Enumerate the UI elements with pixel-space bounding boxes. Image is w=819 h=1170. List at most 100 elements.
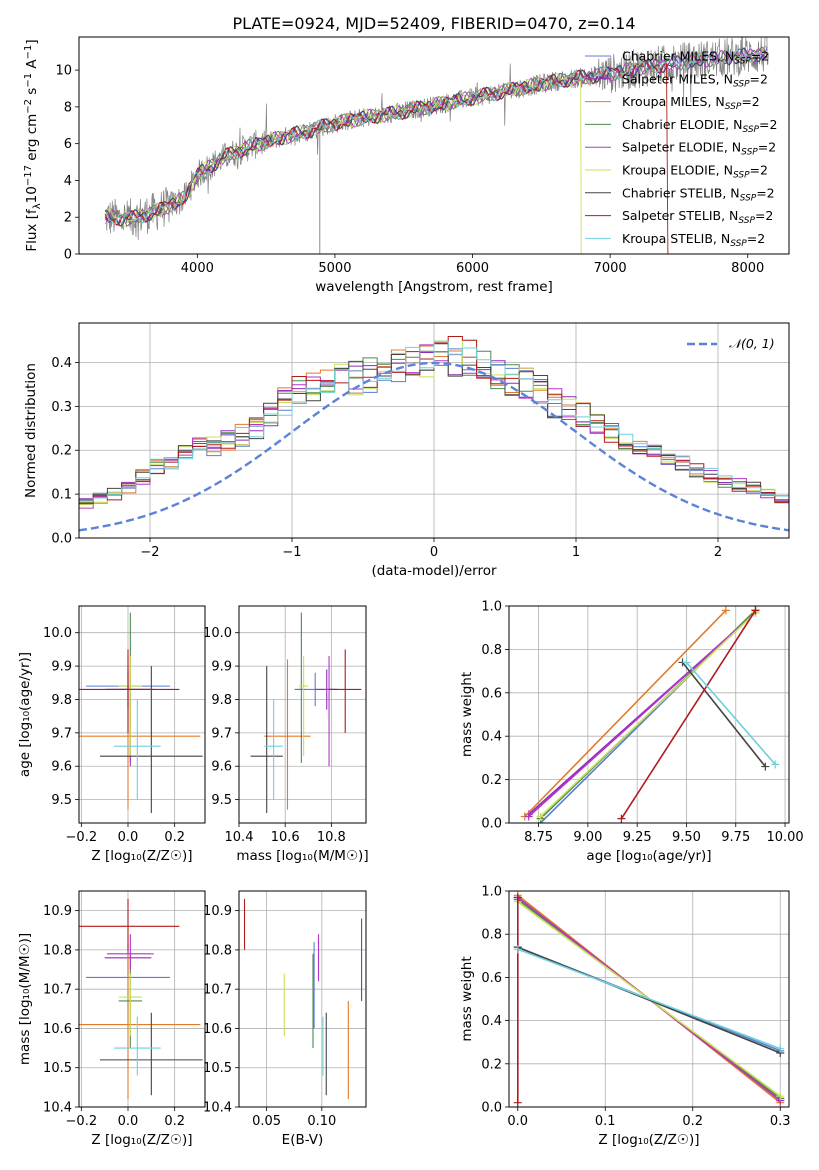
axes-frame (508, 605, 790, 824)
y-tick-label: 0.0 (481, 1101, 502, 1116)
weight-point-marker (513, 893, 522, 902)
legend-suffix: =2 (741, 94, 759, 109)
weight-series-kroupa-stelib (682, 658, 780, 769)
y-tick-label: 10.5 (203, 1061, 232, 1076)
y-axis-label: Normed distribution (23, 363, 39, 498)
weight-line (524, 609, 727, 818)
x-tick-label: 0.05 (252, 1114, 281, 1129)
y-tick-label: 10.7 (203, 983, 232, 998)
label-part: λ (32, 203, 43, 209)
y-tick-label: 9.5 (211, 793, 232, 808)
weight-point-marker (771, 760, 780, 769)
x-tick-label: 0.1 (595, 1114, 616, 1129)
y-tick-label: 10.4 (203, 1101, 232, 1116)
legend-suffix: =2 (750, 163, 768, 178)
x-tick-label: 9.00 (573, 830, 602, 845)
legend-entry: Chabrier STELIB, NSSP=2 (622, 185, 775, 203)
x-axis-label: mass [log₁₀(M/M☉)] (236, 848, 368, 864)
panel-age-vs-Z: −0.2 0.0 0.2 9.5 9.6 9.7 9.8 9.9 10.0 Z [log₁₀(Z/… (17, 605, 206, 864)
errorbar-chabrier-stelib (250, 666, 283, 813)
x-axis-label: E(B-V) (282, 1132, 324, 1148)
panel-mass-vs-Z: −0.2 0.0 0.2 10.4 10.5 10.6 10.7 10.8 10.9 Z [log… (17, 890, 206, 1148)
x-tick-label: −0.2 (66, 830, 98, 845)
legend-entry: Salpeter STELIB, NSSP=2 (622, 208, 773, 226)
y-tick-label: 10.6 (43, 1022, 72, 1037)
x-tick-label: 9.50 (672, 830, 701, 845)
legend-entry: Kroupa MILES, NSSP=2 (622, 94, 760, 112)
histogram-chabrier-elodie (79, 350, 789, 512)
y-tick-label: 9.8 (51, 693, 72, 708)
errorbar-kroupa-stelib (114, 1016, 161, 1076)
x-tick-label: 6000 (456, 261, 489, 276)
legend-entry: Chabrier ELODIE, NSSP=2 (622, 117, 777, 135)
x-tick-label: 0.2 (164, 1114, 185, 1129)
panel-age-vs-mass: 10.4 10.6 10.8 9.5 9.6 9.7 9.8 9.9 10.0 mass [log… (203, 605, 369, 864)
weight-point-marker (761, 762, 770, 771)
axes-frame (238, 890, 367, 1108)
model-spectrum-chabrier-stelib (104, 47, 768, 227)
legend-suffix: =2 (751, 49, 769, 64)
legend-subscript: SSP (734, 57, 751, 67)
panel-weight-vs-Z: 0.0 0.1 0.2 0.3 0.0 0.2 0.4 0.6 0.8 1.0 Z [log₁₀(Z… (459, 885, 791, 1149)
y-tick-label: 0.2 (481, 773, 502, 788)
y-axis-label: mass weight (459, 956, 475, 1041)
y-tick-label: 0.2 (51, 444, 72, 459)
legend-suffix: =2 (747, 231, 765, 246)
weight-point-marker (721, 606, 730, 615)
x-tick-label: 0.2 (682, 1114, 703, 1129)
legend-entry: Chabrier MILES, NSSP=2 (622, 49, 769, 67)
legend-subscript: SSP (730, 239, 747, 249)
x-axis-label: Z [log₁₀(Z/Z☉)] (598, 1132, 699, 1148)
y-tick-label: 10.0 (203, 626, 232, 641)
y-axis-label: mass weight (459, 672, 475, 757)
label-part: −1 (23, 73, 34, 88)
x-tick-label: 8.75 (524, 830, 553, 845)
x-tick-label: 0 (430, 545, 438, 560)
weight-series-kroupa-elodie (536, 608, 760, 821)
legend-subscript: SSP (738, 216, 755, 226)
panel-residual-histogram: −2 −1 0 1 2 0.0 0.1 0.2 0.3 0.4 (data-model)/error… (23, 322, 790, 579)
weight-point-marker (513, 1098, 522, 1107)
y-tick-label: 6 (64, 137, 72, 152)
y-tick-label: 0.0 (481, 817, 502, 832)
legend-text: Kroupa ELODIE, N (622, 163, 733, 178)
plot-area (104, 37, 769, 254)
x-axis-label: Z [log₁₀(Z/Z☉)] (91, 848, 192, 864)
legend-subscript: SSP (741, 148, 758, 158)
axes-frame (508, 890, 790, 1108)
legend-text: Salpeter ELODIE, N (622, 140, 741, 155)
x-tick-label: 5000 (318, 261, 351, 276)
panel-weight-vs-age: 8.75 9.00 9.25 9.50 9.75 10.00 0.0 0.2 0.4 0.6 0.8… (459, 600, 804, 865)
y-tick-label: 9.6 (211, 760, 232, 775)
label-part: −1 (23, 45, 34, 60)
figure-title: PLATE=0924, MJD=52409, FIBERID=0470, z=0… (232, 14, 635, 33)
legend-text: Chabrier STELIB, N (622, 185, 740, 200)
weight-point-marker (682, 658, 691, 667)
x-tick-label: 10.4 (225, 830, 254, 845)
weight-point-marker (536, 812, 545, 821)
legend-text: Salpeter STELIB, N (622, 208, 738, 223)
x-tick-label: 7000 (594, 261, 627, 276)
y-tick-label: 0 (64, 248, 72, 263)
y-tick-label: 0.4 (51, 356, 72, 371)
x-tick-label: 10.6 (271, 830, 300, 845)
errorbar-kroupa-miles (79, 953, 201, 1100)
x-tick-label: 1 (572, 545, 580, 560)
plot-area (239, 606, 366, 823)
legend-text: Chabrier ELODIE, N (622, 117, 742, 132)
panel-mass-vs-EBV: 0.05 0.10 10.4 10.5 10.6 10.7 10.8 10.9 E(B-V) (203, 890, 367, 1148)
weight-series-chabrier-stelib (678, 658, 770, 771)
panel-spectrum: 4000 5000 6000 7000 8000 0 2 4 6 8 10 wavelength [A… (23, 36, 790, 295)
weight-line (620, 609, 757, 820)
weight-series-kroupa-miles (520, 606, 730, 821)
plot-area (79, 323, 789, 538)
y-axis-label: age [log₁₀(age/yr)] (17, 652, 33, 777)
y-tick-label: 0.2 (481, 1057, 502, 1072)
y-tick-label: 9.9 (211, 660, 232, 675)
x-tick-label: 10.00 (766, 830, 803, 845)
y-tick-label: 10.9 (203, 904, 232, 919)
y-tick-label: 1.0 (481, 885, 502, 900)
x-tick-label: 0.0 (507, 1114, 528, 1129)
y-axis-label: mass [log₁₀(M/M☉)] (17, 933, 33, 1065)
y-tick-label: 10.8 (43, 943, 72, 958)
